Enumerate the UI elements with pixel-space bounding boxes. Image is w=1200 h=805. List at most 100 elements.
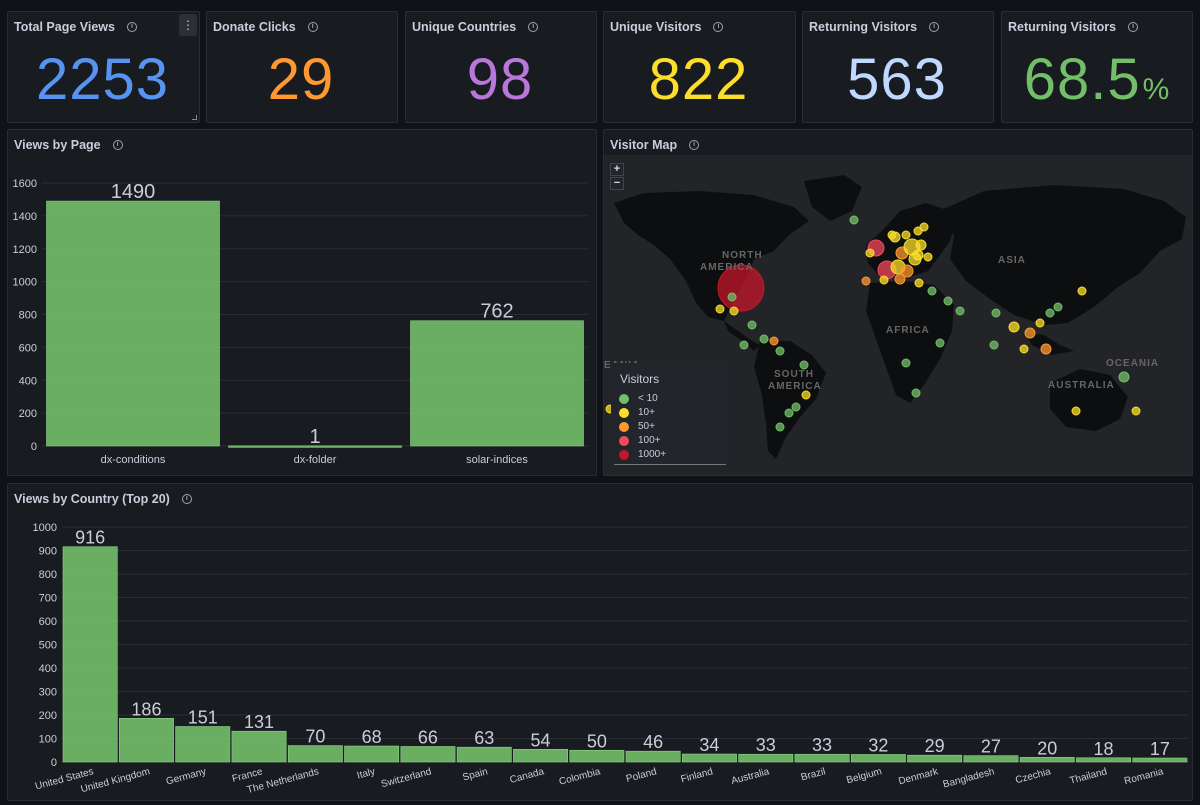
stat-panel-donate-clicks: Donate Clicks i 29	[206, 11, 398, 123]
data-label: 186	[131, 699, 161, 719]
x-tick-label: dx-folder	[294, 454, 337, 466]
visitor-marker	[914, 278, 924, 288]
map-area[interactable]: NORTH AMERICA ASIA AFRICA SOUTH AMERICA …	[604, 155, 1192, 475]
panel-menu-button[interactable]: ⋮	[179, 14, 197, 36]
stat-panel-total-page-views[interactable]: Total Page Views i ⋮ 2253	[7, 11, 200, 123]
map-label-oceania: OCEANIA	[1106, 358, 1160, 369]
panel-title: Unique Visitors i	[610, 20, 724, 34]
visitor-marker	[1053, 302, 1063, 312]
continents	[614, 175, 1186, 459]
visitor-marker	[1045, 308, 1055, 318]
data-label: 32	[868, 735, 888, 755]
visitor-marker	[927, 286, 937, 296]
visitor-marker	[923, 252, 933, 262]
data-label: 33	[756, 735, 776, 755]
world-map[interactable]	[604, 155, 1192, 475]
stat-value: 563	[847, 47, 947, 112]
greenland-landmass	[804, 175, 862, 221]
x-tick-label: Canada	[509, 766, 546, 786]
visitor-marker	[791, 402, 801, 412]
bar	[513, 749, 568, 763]
y-tick-label: 1000	[33, 522, 57, 534]
visitor-marker	[887, 230, 897, 240]
y-tick-label: 900	[39, 546, 57, 558]
data-label: 762	[480, 301, 513, 323]
data-label: 29	[925, 736, 945, 756]
zoom-in-button[interactable]: +	[610, 163, 624, 176]
x-tick-label: Thailand	[1068, 766, 1108, 787]
data-label: 1	[309, 426, 320, 448]
info-icon[interactable]: i	[126, 22, 137, 32]
visitor-marker	[1118, 371, 1130, 383]
bar	[400, 746, 456, 763]
australia-landmass	[1050, 369, 1128, 431]
visitor-marker	[935, 338, 945, 348]
info-icon[interactable]: i	[112, 140, 123, 150]
info-icon[interactable]: i	[181, 494, 192, 504]
stat-value: 29	[267, 47, 335, 112]
x-tick-label: Italy	[356, 766, 377, 781]
bar	[456, 746, 512, 763]
info-icon[interactable]: i	[528, 22, 539, 32]
visitor-marker	[1077, 286, 1087, 296]
resize-handle[interactable]	[192, 115, 197, 120]
bar	[287, 745, 343, 763]
x-tick-label: dx-conditions	[101, 454, 166, 466]
bar	[907, 754, 963, 763]
visitor-marker	[1131, 406, 1141, 416]
visitor-marker	[739, 340, 749, 350]
data-label: 131	[244, 712, 274, 732]
central-america-landmass	[724, 321, 760, 351]
stat-value: 98	[466, 47, 534, 112]
y-tick-label: 1600	[13, 178, 37, 190]
data-label: 66	[418, 727, 438, 747]
bar	[1132, 757, 1188, 763]
data-label: 34	[699, 735, 719, 755]
x-tick-label: Denmark	[897, 766, 940, 787]
stat-value: 822	[648, 47, 749, 112]
visitor-marker	[1024, 327, 1036, 339]
views-by-page-panel: Views by Page i 0 200 400 600 800 1000 1200 1400…	[7, 129, 597, 476]
visitor-marker	[775, 422, 785, 432]
x-tick-label: Belgium	[845, 766, 883, 786]
visitor-marker	[715, 304, 725, 314]
asia-landmass	[944, 185, 1186, 325]
x-tick-label: Spain	[461, 766, 489, 783]
legend-dot	[619, 407, 629, 418]
views-by-country-panel: Views by Country (Top 20) i 0 100 200 300 400…	[7, 483, 1193, 801]
visitor-marker	[1040, 343, 1052, 355]
zoom-out-button[interactable]: −	[610, 177, 624, 190]
y-tick-label: 500	[39, 640, 57, 652]
visitor-points	[605, 215, 1141, 432]
info-icon[interactable]: i	[1128, 22, 1139, 32]
y-tick-label: 600	[39, 616, 57, 628]
legend-item: 100+	[619, 435, 661, 446]
x-tick-label: Romania	[1123, 766, 1165, 787]
x-tick-label: Australia	[730, 766, 771, 787]
info-icon[interactable]: i	[929, 22, 940, 32]
bar	[569, 749, 625, 763]
data-label: 27	[981, 737, 1001, 757]
info-icon[interactable]: i	[307, 22, 318, 32]
visitor-marker	[1071, 406, 1081, 416]
panel-title: Visitor Map i	[610, 138, 700, 152]
data-label: 151	[188, 708, 218, 728]
legend-item: < 10	[619, 393, 658, 404]
map-label-australia: AUSTRALIA	[1048, 380, 1115, 391]
legend-dot	[619, 421, 629, 432]
visitor-marker	[799, 360, 809, 370]
panel-title: Unique Countries i	[412, 20, 539, 34]
y-tick-label: 1400	[13, 211, 37, 223]
visitor-marker	[955, 306, 965, 316]
visitor-marker	[801, 390, 811, 400]
y-tick-label: 1000	[13, 277, 37, 289]
bar	[738, 753, 794, 763]
visitor-marker	[901, 230, 911, 240]
data-label: 70	[305, 727, 325, 747]
info-icon[interactable]: i	[689, 140, 700, 150]
bar	[46, 200, 220, 447]
data-label: 1490	[111, 181, 156, 203]
info-icon[interactable]: i	[713, 22, 724, 32]
visitor-marker	[1035, 318, 1045, 328]
